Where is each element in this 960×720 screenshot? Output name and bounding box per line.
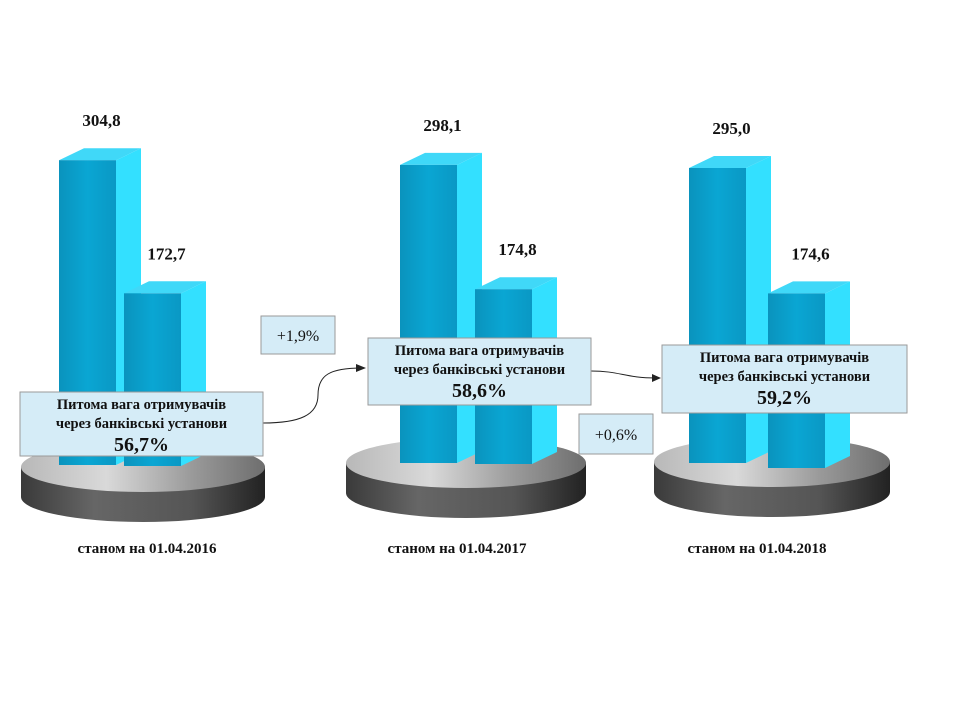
bar xyxy=(400,152,482,463)
share-box-line1: Питома вага отримувачів xyxy=(700,350,869,366)
bar-value-label: 174,8 xyxy=(498,240,536,259)
bar-value-label: 298,1 xyxy=(423,116,461,135)
arrow-head xyxy=(652,374,661,382)
share-box-value: 59,2% xyxy=(757,387,812,409)
bar-value-label: 304,8 xyxy=(82,111,120,130)
category-label: станом на 01.04.2018 xyxy=(688,541,827,557)
arrow-head xyxy=(356,364,366,372)
share-box-line1: Питома вага отримувачів xyxy=(57,397,226,413)
share-box-line2: через банківські установи xyxy=(699,369,870,385)
bar-value-label: 172,7 xyxy=(147,244,186,263)
share-box-value: 56,7% xyxy=(114,434,169,456)
change-box: +0,6% xyxy=(578,413,654,455)
bar-value-label: 295,0 xyxy=(712,119,750,138)
change-box: +1,9% xyxy=(260,315,336,355)
category-label: станом на 01.04.2017 xyxy=(388,541,527,557)
share-box-value: 58,6% xyxy=(452,380,507,402)
change-value: +0,6% xyxy=(595,427,637,444)
connector-arrow xyxy=(262,367,363,424)
bar xyxy=(689,156,771,463)
share-box: Питома вага отримувачів через банківські … xyxy=(661,344,908,414)
share-box: Питома вага отримувачів через банківські … xyxy=(367,337,592,406)
connector-arrow xyxy=(590,370,657,379)
bar-value-label: 174,6 xyxy=(791,244,829,263)
share-box-line2: через банківські установи xyxy=(394,362,565,378)
share-box-line2: через банківські установи xyxy=(56,416,227,432)
share-box: Питома вага отримувачів через банківські … xyxy=(19,391,264,457)
share-box-line1: Питома вага отримувачів xyxy=(395,343,564,359)
change-value: +1,9% xyxy=(277,328,319,345)
category-label: станом на 01.04.2016 xyxy=(78,541,217,557)
